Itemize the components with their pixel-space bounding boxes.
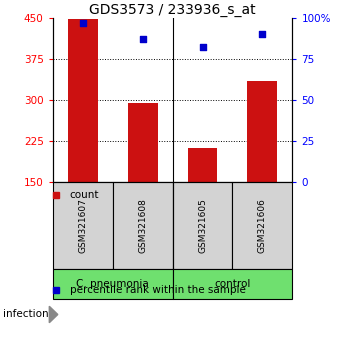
Bar: [248, 81, 277, 182]
Bar: [68, 19, 98, 182]
Text: GSM321607: GSM321607: [78, 198, 87, 253]
Bar: [53, 182, 113, 269]
Text: count: count: [70, 190, 99, 200]
Bar: [53, 269, 172, 299]
Text: percentile rank within the sample: percentile rank within the sample: [70, 285, 245, 295]
Bar: [172, 182, 233, 269]
FancyArrow shape: [49, 306, 58, 323]
Bar: [113, 182, 173, 269]
Title: GDS3573 / 233936_s_at: GDS3573 / 233936_s_at: [89, 3, 256, 17]
Text: control: control: [214, 279, 251, 289]
Text: GSM321605: GSM321605: [198, 198, 207, 253]
Point: [140, 36, 145, 42]
Bar: [188, 148, 218, 182]
Bar: [233, 182, 292, 269]
Text: infection: infection: [3, 309, 49, 320]
Text: GSM321606: GSM321606: [258, 198, 267, 253]
Text: C. pneumonia: C. pneumonia: [76, 279, 149, 289]
Point: [260, 31, 265, 37]
Text: GSM321608: GSM321608: [138, 198, 147, 253]
Bar: [172, 269, 292, 299]
Point: [200, 45, 205, 50]
Point: [80, 20, 85, 25]
Bar: [128, 103, 157, 182]
